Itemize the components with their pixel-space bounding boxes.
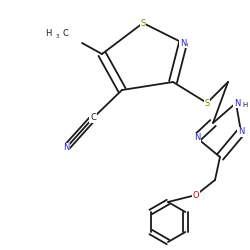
Text: H: H <box>242 102 248 108</box>
Text: N: N <box>180 38 186 48</box>
Text: N: N <box>238 128 244 136</box>
Text: O: O <box>193 190 199 200</box>
Text: S: S <box>140 18 145 28</box>
Text: 3: 3 <box>55 34 59 40</box>
Text: N: N <box>63 144 69 152</box>
Text: H: H <box>45 28 51 38</box>
Text: C: C <box>90 114 96 122</box>
Text: C: C <box>62 28 68 38</box>
Text: S: S <box>204 98 210 108</box>
Text: N: N <box>234 98 240 108</box>
Text: N: N <box>194 134 200 142</box>
